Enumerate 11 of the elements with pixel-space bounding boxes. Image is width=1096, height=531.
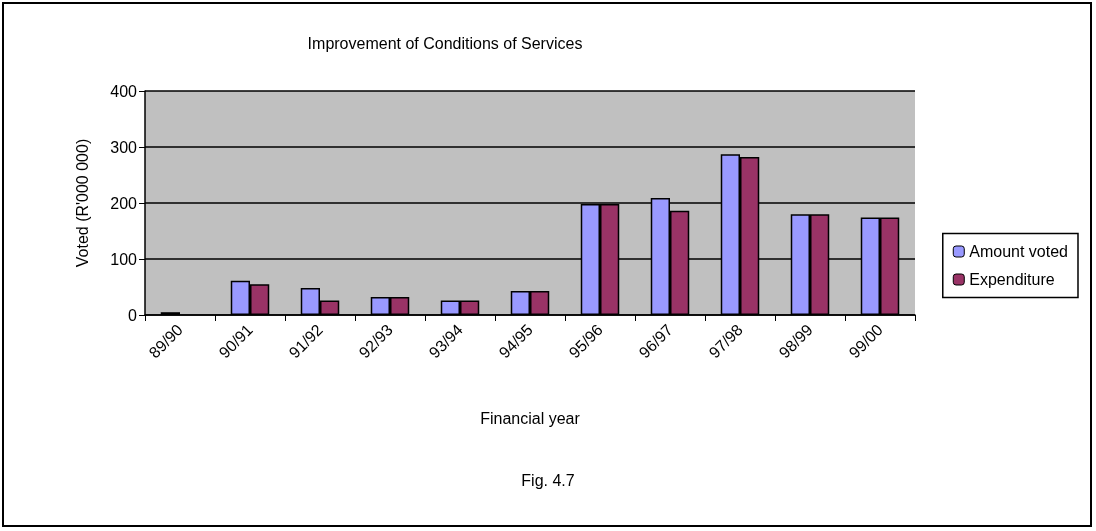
x-axis-title: Financial year: [480, 409, 581, 427]
y-tick-label: 200: [110, 194, 138, 212]
y-tick-label: 400: [110, 82, 138, 100]
y-axis-title: Voted (R'000 000): [73, 138, 91, 268]
caption: Fig. 4.7: [521, 471, 575, 489]
y-tick-label: 300: [110, 138, 138, 156]
y-tick-label: 100: [110, 250, 138, 268]
legend-label: Expenditure: [969, 271, 1055, 288]
y-tick-label: 0: [128, 306, 138, 324]
legend-label: Amount voted: [969, 243, 1069, 260]
chart-title: Improvement of Conditions of Services: [307, 34, 583, 52]
